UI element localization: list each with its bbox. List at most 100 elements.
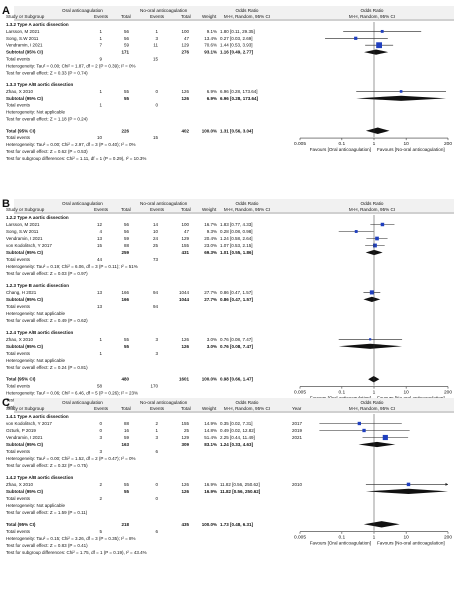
events1-header: Events <box>94 207 109 212</box>
ci-cell: 0.27 [0.03, 2.69] <box>220 36 253 41</box>
row-label-text: Heterogeneity: Not applicable <box>6 311 66 316</box>
study-header: Study or Subgroup <box>6 406 45 411</box>
events2-cell: 0 <box>155 496 158 501</box>
ci-cell: 0.35 [0.02, 7.31] <box>220 421 253 426</box>
row-label-subhead: 1.3.2 Type A aortic dissection <box>6 22 69 27</box>
events1-header: Events <box>94 14 109 19</box>
plot-title: Odds Ratio <box>361 400 384 405</box>
events1-cell: 10 <box>97 135 103 140</box>
row-label-study: von Kodolitsch, Y 2017 <box>6 421 52 426</box>
events2-cell: 3 <box>155 36 158 41</box>
row-label-study: Larsson, M 2021 <box>6 222 40 227</box>
study-point <box>399 90 403 93</box>
x-tick-label: 0.1 <box>339 141 346 147</box>
row-label-subhead: 1.2.2 Type A aortic dissection <box>6 215 69 220</box>
row-label-text: Test for overall effect: Z = 1.59 (P = 0… <box>6 510 88 515</box>
weight-cell: 6.9% <box>207 89 217 94</box>
events1-cell: 1 <box>99 337 102 342</box>
weight-cell: 16.9% <box>204 482 217 487</box>
year-cell: 2010 <box>292 482 303 487</box>
ci-arrow <box>445 482 448 486</box>
events2-cell: 170 <box>150 384 158 389</box>
row-label-study: Zhao, X 2010 <box>6 89 34 94</box>
row-label-text: Test for overall effect: Z = 0.33 (P = 0… <box>6 70 88 75</box>
header-band <box>14 199 454 212</box>
x-tick-label: 0.1 <box>339 390 346 396</box>
ci-cell: 1.44 [0.53, 3.93] <box>220 43 253 48</box>
x-tick-label: 200 <box>444 141 452 147</box>
total1-cell: 163 <box>121 442 129 447</box>
x-tick-label: 10 <box>403 535 409 541</box>
row-label-text: Heterogeneity: Not applicable <box>6 503 66 508</box>
total2-cell: 431 <box>181 250 189 255</box>
row-label-text: Total events <box>6 529 31 534</box>
total1-cell: 16 <box>124 428 130 433</box>
total1-cell: 171 <box>121 50 129 55</box>
weight-cell: 27.7% <box>204 297 217 302</box>
favours-left-label: Favours [Oral anticoagulation] <box>310 147 371 152</box>
events2-cell: 10 <box>153 229 159 234</box>
plot-method: M-H, Random, 95% CI <box>349 406 395 411</box>
events1-cell: 2 <box>99 496 102 501</box>
total1-cell: 259 <box>121 250 129 255</box>
events1-cell: 15 <box>97 243 103 248</box>
row-label-subhead: 1.2.3 Type B aortic dissection <box>6 283 69 288</box>
weight-cell: 27.7% <box>204 290 217 295</box>
x-tick-label: 0.1 <box>339 535 346 541</box>
plot-title: Odds Ratio <box>361 8 384 13</box>
header-band <box>14 6 454 19</box>
total2-cell: 126 <box>181 96 189 101</box>
total1-cell: 56 <box>124 29 130 34</box>
ci-cell: 11.82 [0.56, 250.62] <box>220 482 260 487</box>
row-label-text: Heterogeneity: Tau² = 0.06; Chi² = 6.46,… <box>6 391 138 396</box>
events2-cell: 94 <box>153 290 159 295</box>
group1-header: Oral anticoagulation <box>62 8 103 13</box>
weight-cell: 16.9% <box>204 489 217 494</box>
events2-cell: 2 <box>155 421 158 426</box>
weight-cell: 100.0% <box>202 377 217 382</box>
ci-cell: 1.07 [0.53, 2.15] <box>220 243 253 248</box>
total2-cell: 129 <box>181 435 189 440</box>
row-label-text: Test for overall effect: Z = 0.62 (P = 0… <box>6 149 88 154</box>
year-cell: 2019 <box>292 428 303 433</box>
row-label-study: von Kodolitsch, Y 2017 <box>6 243 52 248</box>
events1-cell: 7 <box>99 43 102 48</box>
events2-cell: 3 <box>155 337 158 342</box>
total1-cell: 226 <box>121 128 129 133</box>
study-point <box>380 29 384 33</box>
events1-cell: 4 <box>99 229 102 234</box>
study-header: Study or Subgroup <box>6 14 45 19</box>
study-point <box>382 434 388 441</box>
total2-cell: 25 <box>184 428 190 433</box>
row-label-subhead: 1.4.1 Type A aortic dissection <box>6 414 69 419</box>
events2-cell: 1 <box>155 428 158 433</box>
x-tick-label: 10 <box>403 390 409 396</box>
events2-cell: 3 <box>155 351 158 356</box>
weight-cell: 20.4% <box>204 236 217 241</box>
total1-header: Total <box>121 207 131 212</box>
total2-cell: 129 <box>181 236 189 241</box>
summary-diamond <box>363 296 381 302</box>
odds-ratio-header: Odds Ratio <box>236 400 259 405</box>
weight-cell: 13.4% <box>204 36 217 41</box>
events2-cell: 0 <box>155 103 158 108</box>
year-cell: 2017 <box>292 421 303 426</box>
year-cell: 2021 <box>292 435 303 440</box>
events2-cell: 1 <box>155 29 158 34</box>
events1-cell: 58 <box>97 384 103 389</box>
weight-cell: 6.9% <box>207 96 217 101</box>
total1-cell: 56 <box>124 229 130 234</box>
study-point <box>380 222 385 227</box>
ci-cell: 1.24 [0.33, 4.63] <box>220 442 254 447</box>
plot-method: M-H, Random, 95% CI <box>349 14 395 19</box>
study-point <box>369 338 372 341</box>
weight-header: Weight <box>202 406 217 411</box>
events2-cell: 3 <box>155 435 158 440</box>
ci-cell: 1.80 [0.11, 29.35] <box>220 29 255 34</box>
group2-header: No-oral anticoagulation <box>140 8 188 13</box>
row-label-study: Chang, H 2021 <box>6 290 37 295</box>
row-label-study: Ozturk, P 2019 <box>6 428 36 433</box>
events1-cell: 1 <box>99 103 102 108</box>
total2-header: Total <box>181 207 191 212</box>
row-label-text: Total events <box>6 135 31 140</box>
